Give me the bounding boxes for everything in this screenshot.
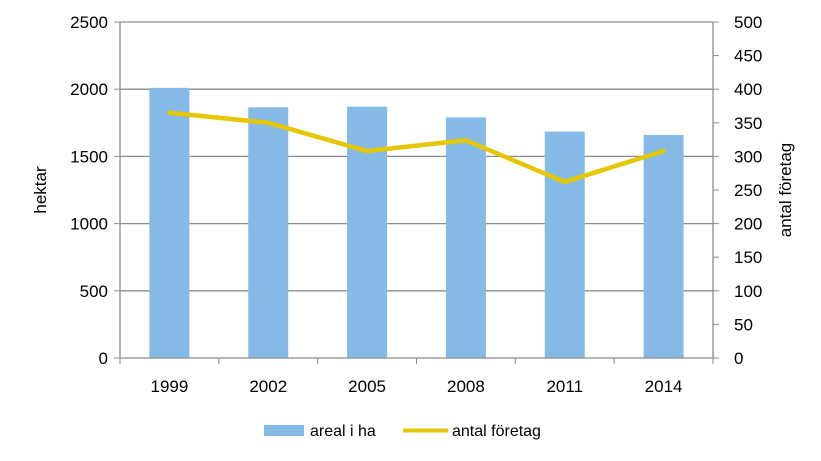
axes — [119, 22, 714, 359]
x-tick-label: 2005 — [348, 377, 386, 396]
y2-tick-label: 150 — [734, 248, 762, 267]
left-axis-ticks: 0 500 1000 1500 2000 2500 — [70, 13, 120, 368]
y2-tick-label: 350 — [734, 114, 762, 133]
x-tick-label: 2008 — [447, 377, 485, 396]
y2-tick-label: 0 — [734, 349, 743, 368]
bar-2011 — [544, 131, 585, 358]
bar-2014 — [643, 134, 684, 358]
y2-tick-label: 100 — [734, 282, 762, 301]
y2-tick-label: 200 — [734, 215, 762, 234]
x-tick-label: 2011 — [546, 377, 583, 396]
bar-series — [149, 87, 684, 359]
x-tick-label: 2002 — [249, 377, 287, 396]
y-tick-label: 500 — [80, 282, 108, 301]
legend-line-label: antal företag — [452, 423, 541, 440]
line-series — [167, 110, 666, 185]
bar-2005 — [347, 106, 388, 358]
line-antal-foretag — [167, 110, 666, 185]
y2-tick-label: 400 — [734, 80, 762, 99]
y2-tick-label: 450 — [734, 47, 762, 66]
legend-bar-label: areal i ha — [310, 423, 376, 440]
y2-tick-label: 500 — [734, 13, 762, 32]
y2-tick-label: 300 — [734, 147, 762, 166]
bar-2002 — [248, 107, 289, 359]
legend: areal i ha antal företag — [264, 423, 541, 440]
bar-1999 — [149, 87, 190, 358]
y-tick-label: 2000 — [70, 80, 108, 99]
x-tick-label: 2014 — [645, 377, 683, 396]
y-tick-label: 0 — [99, 349, 108, 368]
y2-tick-label: 250 — [734, 181, 762, 200]
bar-2008 — [445, 117, 486, 358]
y-tick-label: 1500 — [70, 147, 108, 166]
y2-tick-label: 50 — [734, 315, 753, 334]
gridlines — [120, 21, 713, 292]
y2-axis-label: antal företag — [776, 143, 795, 238]
x-axis-ticks: 1999 2002 2005 2008 2011 2014 — [119, 358, 714, 396]
x-tick-label: 1999 — [151, 377, 189, 396]
right-axis-ticks: 0 50 100 150 200 250 300 350 400 450 500 — [713, 13, 762, 368]
legend-bar-swatch — [264, 425, 304, 436]
y-axis-label: hektar — [31, 166, 50, 214]
y-tick-label: 1000 — [70, 215, 108, 234]
y-tick-label: 2500 — [70, 13, 108, 32]
